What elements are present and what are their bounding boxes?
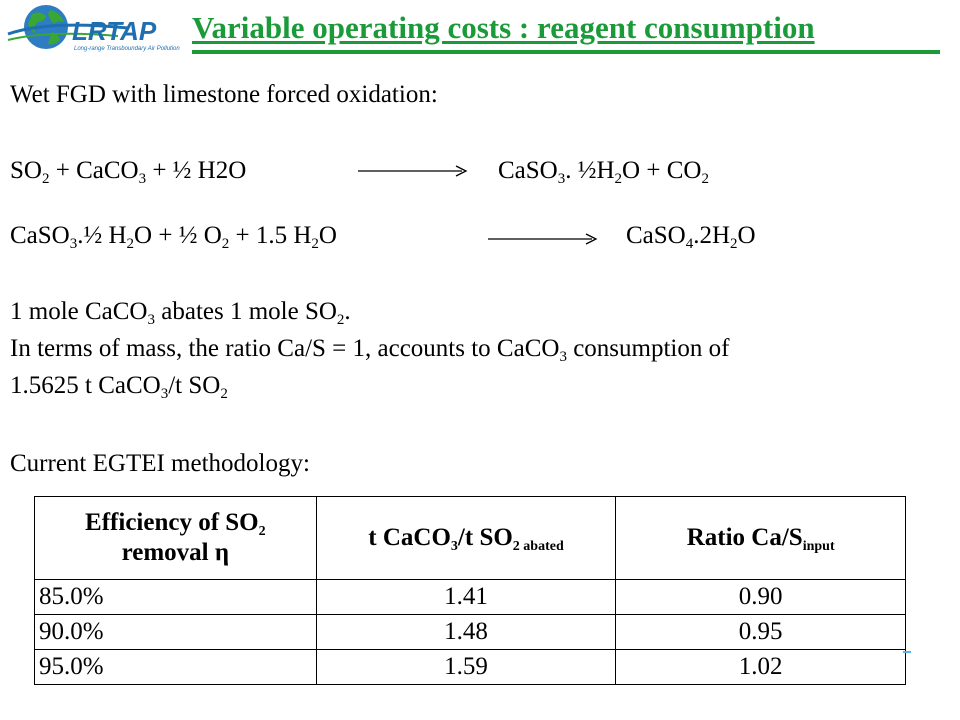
table-row: 90.0% 1.48 0.95 [34,614,906,650]
table-header-row: Efficiency of SO2 removal η t CaCO3/t SO… [34,496,906,580]
table-row: 95.0% 1.59 1.02 [34,649,906,685]
caco3-cell: 1.59 [315,649,617,685]
header-caco3-per-so2: t CaCO3/t SO2 abated [315,496,617,580]
slide-title: Variable operating costs : reagent consu… [192,10,815,45]
efficiency-cell: 85.0% [34,579,317,615]
equation-1-rhs: CaSO3. ½H2O + CO2 [498,157,709,187]
ratio-cell: 0.95 [615,614,906,650]
ratio-cell: 1.02 [615,649,906,685]
reaction-arrow-2 [488,233,598,245]
logo-subtitle: Long-range Transboundary Air Pollution [74,46,180,52]
methodology-label: Current EGTEI methodology: [10,450,310,477]
ratio-cell: 0.90 [615,579,906,615]
equation-1-lhs: SO2 + CaCO3 + ½ H2O [10,157,247,187]
egtei-table: Efficiency of SO2 removal η t CaCO3/t SO… [34,496,906,685]
efficiency-cell: 90.0% [34,614,317,650]
lrtap-logo: LRTAP Long-range Transboundary Air Pollu… [6,0,186,60]
table-row: 85.0% 1.41 0.90 [34,579,906,615]
reaction-arrow-1 [358,165,468,177]
efficiency-cell: 95.0% [34,649,317,685]
equation-2-lhs: CaSO3.½ H2O + ½ O2 + 1.5 H2O [10,222,337,252]
consumption-value: 1.5625 t CaCO3/t SO2 [10,372,228,402]
title-underline [192,50,940,54]
caco3-cell: 1.41 [315,579,617,615]
equation-2-rhs: CaSO4.2H2O [626,222,756,252]
header-ratio-cas: Ratio Ca/Sinput [615,496,906,580]
logo-text: LRTAP [72,16,157,46]
intro-text: Wet FGD with limestone forced oxidation: [10,81,438,108]
mole-statement: 1 mole CaCO3 abates 1 mole SO2. [10,298,351,328]
mass-statement: In terms of mass, the ratio Ca/S = 1, ac… [10,335,730,365]
caco3-cell: 1.48 [315,614,617,650]
header-efficiency: Efficiency of SO2 removal η [34,496,317,580]
edge-fragment [903,651,911,653]
